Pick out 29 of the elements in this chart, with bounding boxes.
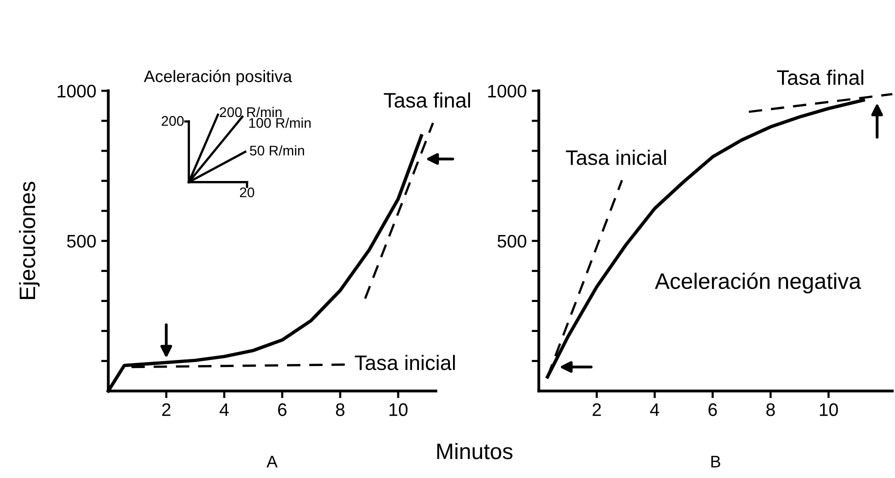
x-tick-label: 6 — [278, 403, 286, 416]
x-tick-label: 4 — [220, 403, 229, 416]
x-tick-label: 4 — [650, 403, 660, 416]
annotation: 20 — [240, 187, 254, 198]
text: B — [711, 456, 720, 468]
y-tick-label: 1000 — [488, 84, 526, 98]
x-tick-label: 2 — [592, 403, 601, 416]
series-label: Tasa final — [777, 70, 864, 85]
annotation: 50 R/min — [250, 145, 304, 156]
annotation: 100 R/min — [249, 118, 311, 128]
x-tick-label: 8 — [766, 403, 775, 416]
annotation: 200 R/min — [220, 106, 282, 118]
y-tick-label: 500 — [498, 234, 526, 248]
y-tick-label: 1000 — [58, 84, 96, 98]
annotation: 200 — [162, 116, 184, 126]
y-tick-label: 500 — [67, 234, 96, 248]
x-tick-label: 2 — [162, 403, 170, 416]
x-tick-label: 6 — [708, 403, 717, 416]
y-axis-title: Ejecuciones — [18, 182, 40, 299]
x-tick-label: 10 — [820, 403, 838, 416]
annotation: Aceleración negativa — [654, 272, 862, 294]
series-label: Tasa final — [384, 92, 470, 108]
text: A — [266, 456, 278, 468]
x-axis-title: Minutos — [437, 442, 512, 460]
series-label: Tasa inicial — [354, 354, 455, 370]
series-label: Tasa inicial — [566, 150, 666, 166]
text: Aceleración positiva — [144, 70, 292, 86]
x-tick-label: 10 — [390, 403, 408, 416]
x-tick-label: 8 — [336, 403, 344, 416]
